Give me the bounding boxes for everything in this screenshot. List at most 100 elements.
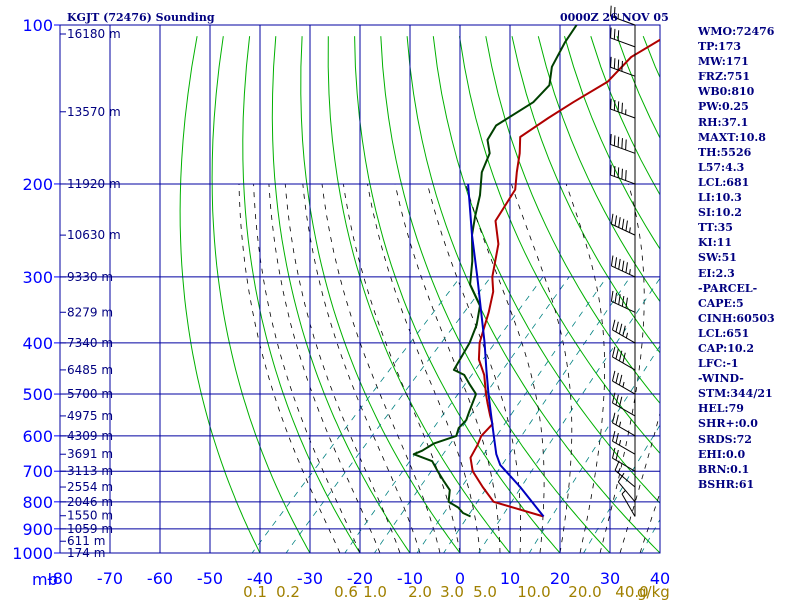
dry-adiabat [432,36,660,504]
height-label: 4975 m [67,409,113,423]
pressure-tick-label: 200 [22,175,53,194]
profile-lines [412,25,660,518]
index-item: FRZ:751 [698,70,751,84]
mixing-ratio-line [416,276,608,553]
mixing-ratio-label: 5.0 [473,583,497,600]
dewpoint-line [412,25,578,518]
wind-barb [611,319,636,344]
dry-adiabat [354,36,561,553]
mixing-ratio-labels: 0.1 0.2 0.6 1.0 2.0 3.0 5.0 10.0 20.0 40.0 [243,583,649,600]
dry-adiabat [459,36,660,455]
pressure-tick-label: 400 [22,334,53,353]
dry-adiabat [242,36,361,553]
wind-barb [611,447,636,472]
mixing-ratio-line [478,277,660,553]
pressure-tick-label: 300 [22,268,53,287]
wind-barb [617,472,636,503]
pressure-tick-label: 600 [22,427,53,446]
index-item: -WIND- [698,372,744,386]
wind-barb [611,430,636,455]
index-item: HEL:79 [698,402,744,416]
plot-frame [59,24,661,554]
pressure-tick-label: 900 [22,520,53,539]
temperature-tick-label: -30 [297,569,323,588]
height-label: 174 m [67,546,105,560]
moist-adiabat [367,183,481,553]
mixing-ratio-line [251,276,461,553]
pressure-tick-label: 800 [22,493,53,512]
mixing-ratio-label: 1.0 [363,583,387,600]
mixing-ratio-label: 0.6 [334,583,358,600]
mixing-ratio-line [373,276,570,553]
pressure-tick-label: 500 [22,385,53,404]
temperature-tick-label: -20 [347,569,373,588]
wind-barb [610,164,636,185]
mixing-ratio-label: 3.0 [440,583,464,600]
index-item: EI:2.3 [698,266,735,280]
index-item: CINH:60503 [698,311,775,325]
moist-adiabat [465,183,545,553]
height-label: 13570 m [67,105,121,119]
index-item: SI:10.2 [698,206,742,220]
pressure-tick-labels: 100 200 300 400 500 600 700 800 900 1000 [12,16,53,563]
dry-adiabat [300,36,461,553]
index-item: WMO:72476 [698,25,775,38]
temperature-tick-label: 10 [500,569,520,588]
sounding-indices-list: WMO:72476 TP:173 MW:171 FRZ:751 WB0:810 PW:0.… [698,24,800,492]
moist-adiabat [268,183,381,553]
temperature-line [469,38,660,518]
index-item: KI:11 [698,236,733,250]
height-label: 3113 m [67,464,113,478]
index-item: LCL:681 [698,175,750,189]
temperature-tick-label: 0 [455,569,465,588]
mixing-ratio-unit: g/kg [637,583,670,600]
index-item: LFC:-1 [698,357,739,371]
time-label: 0000Z 26 NOV 05 [560,11,669,24]
pressure-tick-label: 100 [22,16,53,35]
temperature-tick-label: -10 [397,569,423,588]
temperature-tick-label: -50 [197,569,223,588]
wind-barb [610,290,636,313]
index-item: LCL:651 [698,326,750,340]
height-labels: 16180 m 13570 m 11920 m 10630 m 9330 m 8279 m… [60,27,121,560]
wind-barb [610,5,636,26]
dry-adiabats [179,36,660,553]
moist-adiabat [565,183,606,553]
mixing-ratio-line [443,276,631,553]
index-item: MW:171 [698,55,749,69]
height-label: 11920 m [67,177,121,191]
dry-adiabat [564,36,660,250]
wind-barb [610,27,636,48]
height-label: 5700 m [67,387,113,401]
wind-barb [610,133,636,154]
index-item: RH:37.1 [698,115,749,129]
dry-adiabat [511,36,660,354]
wind-barb [610,56,636,77]
moist-adiabat [284,183,401,553]
index-item: L57:4.3 [698,160,745,174]
temperature-tick-labels: -80 -70 -60 -50 -40 -30 -20 -10 0 10 20 30 40 [47,569,670,588]
moist-adiabat [511,183,573,553]
temperature-tick-label: -40 [247,569,273,588]
index-item: MAXT:10.8 [698,130,766,144]
index-item: SHR+:0.0 [698,417,758,431]
chart-title: KGJT (72476) Sounding [67,11,215,24]
dry-adiabat [327,36,511,553]
index-item: SRDS:72 [698,432,752,446]
dry-adiabat [406,36,660,553]
mixing-ratio-label: 20.0 [568,583,601,600]
dry-adiabat [211,36,311,553]
wind-barb [614,460,636,488]
height-label: 16180 m [67,27,121,41]
temperature-tick-label: 20 [550,569,570,588]
height-label: 1550 m [67,509,113,523]
moist-adiabat [238,183,341,553]
height-label: 7340 m [67,336,113,350]
mixing-ratio-line [285,276,492,553]
temperature-tick-label: -80 [47,569,73,588]
index-item: STM:344/21 [698,387,773,401]
dry-adiabat [537,36,660,303]
pressure-unit-label: mb [32,570,58,589]
